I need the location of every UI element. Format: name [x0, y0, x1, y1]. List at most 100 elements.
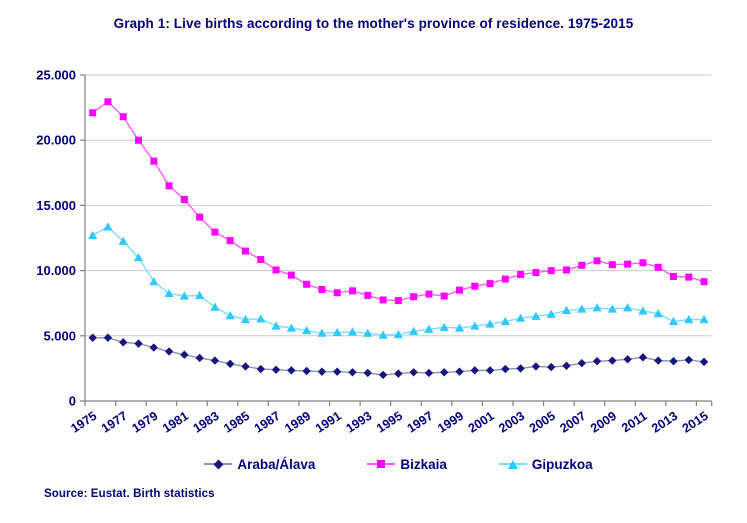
- data-point-triangle: [409, 326, 419, 335]
- data-point-square: [196, 213, 204, 221]
- data-point-triangle: [88, 230, 98, 239]
- data-point-triangle: [118, 236, 128, 245]
- source-note: Source: Eustat. Birth statistics: [44, 488, 215, 500]
- x-axis-label: 2005: [527, 409, 558, 436]
- data-point-diamond: [440, 368, 449, 377]
- x-axis-label: 2015: [680, 409, 711, 436]
- data-point-triangle: [516, 313, 526, 322]
- data-point-triangle: [439, 322, 449, 331]
- data-point-square: [89, 109, 97, 117]
- legend-label-bizkaia: Bizkaia: [400, 456, 447, 472]
- legend-square-marker-icon: [367, 459, 396, 469]
- data-point-diamond: [577, 358, 586, 368]
- data-point-square: [272, 266, 280, 274]
- data-point-triangle: [286, 323, 296, 332]
- legend-label-gipuzkoa: Gipuzkoa: [531, 456, 593, 472]
- data-point-square: [455, 286, 463, 294]
- data-point-triangle: [347, 327, 358, 336]
- data-point-square: [578, 261, 586, 269]
- data-point-triangle: [210, 302, 220, 311]
- data-point-triangle: [393, 329, 403, 339]
- x-axis-label: 1983: [191, 409, 222, 436]
- x-axis-label: 1995: [374, 409, 405, 436]
- data-point-diamond: [654, 356, 663, 365]
- legend-triangle-marker-icon: [498, 459, 527, 469]
- data-point-diamond: [562, 361, 571, 370]
- data-point-square: [303, 280, 311, 288]
- data-point-square: [150, 157, 158, 165]
- data-point-triangle: [531, 311, 541, 320]
- data-point-triangle: [454, 323, 465, 332]
- data-point-diamond: [455, 367, 464, 376]
- data-point-triangle: [149, 277, 159, 286]
- data-point-square: [241, 247, 249, 255]
- data-point-triangle: [256, 314, 266, 323]
- data-point-diamond: [516, 364, 525, 373]
- data-point-diamond: [271, 365, 281, 374]
- data-point-square: [440, 292, 448, 300]
- legend-item-gipuzkoa: Gipuzkoa: [498, 456, 593, 472]
- y-axis-label: 5.000: [43, 328, 76, 343]
- data-point-triangle: [500, 316, 510, 326]
- data-point-triangle: [302, 325, 312, 335]
- data-point-triangle: [699, 314, 709, 324]
- data-point-triangle: [363, 328, 373, 337]
- x-axis-label: 1975: [68, 409, 99, 436]
- data-point-diamond: [149, 343, 158, 352]
- x-axis-label: 1999: [435, 409, 466, 436]
- data-point-diamond: [409, 368, 418, 377]
- data-point-square: [685, 273, 693, 281]
- data-point-diamond: [210, 356, 220, 365]
- data-point-diamond: [547, 362, 556, 372]
- data-point-diamond: [378, 370, 388, 380]
- data-point-triangle: [271, 321, 281, 330]
- data-point-square: [211, 228, 219, 236]
- x-axis-label: 2007: [557, 409, 588, 436]
- data-point-diamond: [333, 367, 342, 376]
- data-point-square: [624, 260, 632, 268]
- data-point-diamond: [164, 347, 174, 356]
- data-point-square: [180, 196, 188, 204]
- data-point-diamond: [592, 357, 602, 366]
- x-axis-label: 2013: [649, 409, 680, 436]
- data-point-square: [226, 237, 234, 245]
- data-point-diamond: [256, 364, 265, 374]
- data-point-diamond: [195, 353, 204, 363]
- legend-item-bizkaia: Bizkaia: [367, 457, 447, 472]
- data-point-square: [394, 297, 402, 305]
- data-point-diamond: [684, 355, 693, 365]
- data-point-diamond: [669, 357, 678, 366]
- data-point-square: [364, 291, 372, 299]
- legend-diamond-marker-icon: [204, 459, 233, 469]
- x-axis-label: 1981: [160, 409, 191, 436]
- data-point-square: [547, 267, 555, 275]
- data-point-triangle: [103, 222, 113, 231]
- y-axis-label: 20.000: [36, 133, 76, 148]
- chart-legend: Araba/Álava Bizkaia Gipuzkoa: [85, 453, 712, 475]
- data-point-triangle: [317, 328, 327, 337]
- data-point-diamond: [623, 355, 632, 364]
- data-point-triangle: [195, 290, 205, 299]
- data-point-triangle: [164, 288, 174, 298]
- data-point-diamond: [180, 350, 189, 359]
- x-axis-label: 2009: [588, 409, 619, 436]
- data-point-diamond: [134, 339, 143, 348]
- data-point-diamond: [119, 338, 128, 347]
- x-axis-label: 2011: [619, 409, 649, 436]
- data-point-square: [532, 269, 540, 277]
- x-axis-label: 2001: [466, 409, 497, 436]
- data-point-square: [608, 261, 616, 269]
- data-point-triangle: [332, 327, 342, 337]
- data-point-square: [700, 278, 708, 286]
- data-point-triangle: [653, 309, 663, 318]
- data-point-triangle: [179, 291, 189, 300]
- y-axis-label: 25.000: [36, 68, 76, 83]
- data-point-square: [318, 286, 326, 294]
- data-point-diamond: [348, 368, 357, 377]
- data-point-triangle: [561, 305, 572, 314]
- data-point-diamond: [363, 368, 372, 378]
- data-point-square: [639, 259, 647, 267]
- data-point-diamond: [241, 362, 250, 371]
